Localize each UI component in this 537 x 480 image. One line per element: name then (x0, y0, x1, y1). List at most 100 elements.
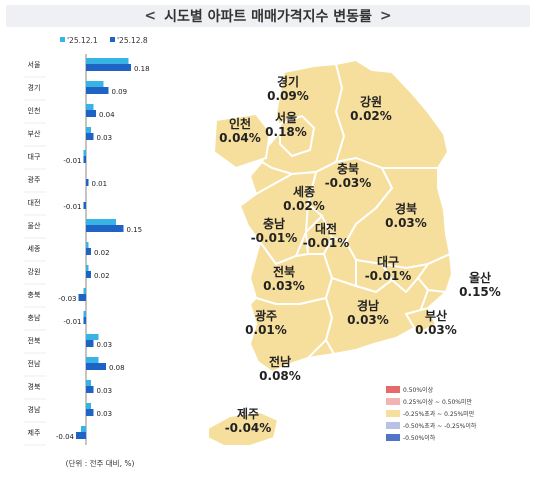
bar-series1 (86, 403, 91, 409)
map-region-name: 전북 (273, 264, 295, 279)
map-region-name: 광주 (255, 308, 277, 323)
map-region-seoul (279, 114, 316, 158)
map-region-value: 0.03% (347, 313, 389, 327)
category-label: 인천 (28, 106, 41, 115)
category-label: 충남 (28, 313, 41, 322)
bar-series1 (83, 311, 86, 317)
category-label: 울산 (28, 221, 41, 230)
map-region-jeonnam (248, 296, 334, 374)
map-region-value: 0.03% (263, 279, 305, 293)
map-region-name: 경북 (395, 202, 417, 216)
map-legend: 0.50%이상 0.25%이상 ~ 0.50%미만 -0.25%초과 ~ 0.25%… (386, 386, 477, 442)
map-region-value: -0.04% (225, 421, 272, 435)
data-label: 0.03 (97, 410, 113, 418)
data-label: -0.01 (63, 157, 81, 165)
category-label: 대전 (28, 198, 41, 207)
bar-series2 (86, 409, 94, 416)
category-label: 경북 (28, 382, 41, 391)
data-label: -0.01 (63, 318, 81, 326)
bar-series2 (86, 110, 96, 117)
bar-chart: '25.12.1 '25.12.8 서울 0.18 경기 0.09 인천 0.04 부산 0.03… (24, 36, 150, 468)
map-region-name: 부산 (425, 308, 447, 323)
map-region-name: 서울 (275, 110, 297, 125)
map-region-name: 대전 (315, 221, 337, 236)
map-region-name: 충북 (337, 161, 359, 176)
bar-series2 (86, 179, 89, 186)
data-label: 0.02 (94, 249, 110, 257)
legend-entry: '25.12.1 (67, 36, 98, 45)
data-label: 0.03 (97, 341, 113, 349)
legend-swatch (386, 422, 400, 429)
category-label: 전남 (28, 359, 41, 368)
bar-series2 (76, 432, 86, 439)
data-label: 0.09 (112, 88, 128, 96)
bar-series1 (83, 288, 86, 294)
bar-series1 (86, 81, 104, 87)
map-region-value: 0.04% (219, 131, 261, 145)
legend-swatch (386, 386, 400, 393)
map-region-value: 0.02% (283, 199, 325, 213)
bar-series1 (86, 334, 99, 340)
bar-series2 (86, 340, 94, 347)
map-region-name: 경남 (357, 298, 379, 313)
category-label: 부산 (28, 129, 41, 138)
title-bar: < 시도별 아파트 매매가격지수 변동률 > (6, 5, 530, 27)
bar-series2 (86, 386, 94, 393)
bar-series1 (86, 357, 99, 363)
map-region-name: 제주 (237, 407, 259, 421)
data-label: 0.18 (134, 65, 150, 73)
map-region-value: -0.01% (303, 236, 350, 250)
bar-series1 (86, 219, 116, 225)
data-label: 0.03 (97, 134, 113, 142)
bar-series2 (78, 294, 86, 301)
category-label: 세종 (28, 244, 41, 253)
category-label: 충북 (28, 290, 41, 299)
legend-swatch (386, 410, 400, 417)
bar-series1 (81, 426, 86, 432)
bar-series1 (86, 104, 94, 110)
map-region-value: 0.01% (245, 323, 287, 337)
legend-swatch (60, 37, 65, 42)
bar-series1 (86, 127, 91, 133)
bar-series2 (86, 64, 131, 71)
legend-entry: 0.25%이상 ~ 0.50%미만 (403, 398, 473, 406)
data-label: 0.02 (94, 272, 110, 280)
map-region-name: 강원 (360, 95, 382, 109)
data-label: 0.04 (99, 111, 115, 119)
category-label: 전북 (28, 336, 41, 345)
category-label: 강원 (28, 267, 41, 276)
legend-entry: '25.12.8 (117, 36, 148, 45)
data-label: 0.08 (109, 364, 125, 372)
bar-series2 (86, 248, 91, 255)
map-region-gyeongbuk (344, 167, 452, 270)
map-region-name: 경기 (277, 74, 299, 89)
unit-note: (단위 : 전주 대비, %) (66, 458, 135, 468)
map-region-busan (404, 306, 438, 336)
legend-entry: -0.50%초과 ~ -0.25%이하 (403, 422, 477, 430)
legend-entry: 0.50%이상 (403, 386, 434, 394)
category-label: 광주 (28, 176, 41, 184)
bar-series2 (83, 202, 86, 209)
data-label: -0.03 (58, 295, 76, 303)
legend-swatch (386, 434, 400, 441)
page-title: 시도별 아파트 매매가격지수 변동률 (164, 9, 372, 25)
bar-series1 (83, 150, 86, 156)
map-region-value: 0.09% (267, 89, 309, 103)
category-label: 경남 (28, 405, 41, 414)
map-region-name: 전남 (269, 354, 291, 369)
bar-series2 (86, 271, 91, 278)
map-region-name: 인천 (229, 116, 251, 131)
map-region-value: 0.03% (385, 216, 427, 230)
bar-series2 (83, 156, 86, 163)
bar-series2 (86, 225, 124, 232)
legend-entry: -0.50%이하 (403, 434, 436, 442)
map-region-name: 충남 (263, 216, 285, 231)
bar-series2 (86, 363, 106, 370)
data-label: -0.04 (56, 433, 75, 441)
map-region-name: 세종 (293, 184, 315, 199)
legend-entry: -0.25%초과 ~ 0.25%미만 (403, 410, 475, 418)
map-region-daejeon (304, 214, 334, 255)
map-region-name: 대구 (377, 255, 399, 269)
map-region-value: -0.03% (325, 176, 372, 190)
map-region-value: -0.01% (365, 269, 412, 283)
